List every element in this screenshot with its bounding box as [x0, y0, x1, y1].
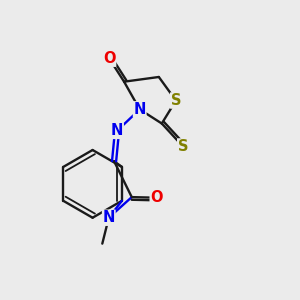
Text: O: O — [103, 51, 116, 66]
Text: N: N — [111, 123, 123, 138]
Text: N: N — [134, 102, 146, 117]
Text: O: O — [150, 190, 163, 205]
Text: S: S — [178, 139, 188, 154]
Text: S: S — [171, 93, 181, 108]
Text: N: N — [103, 210, 115, 225]
